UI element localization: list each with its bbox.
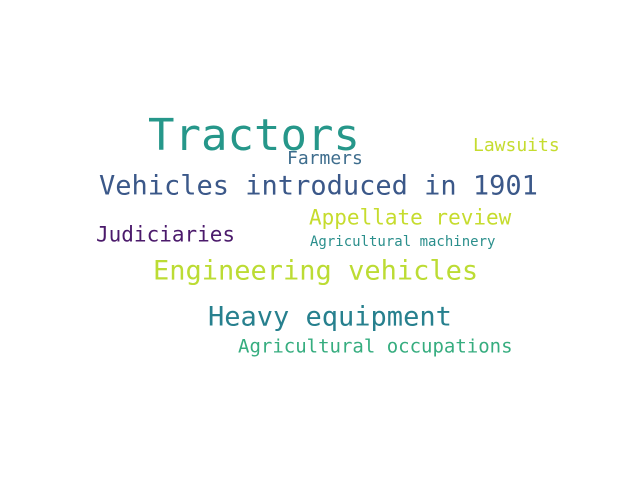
word-lawsuits: Lawsuits — [473, 135, 560, 156]
word-heavy-equipment: Heavy equipment — [208, 301, 452, 333]
word-engineering-vehicles: Engineering vehicles — [153, 255, 479, 287]
word-tractors: Tractors — [148, 110, 360, 161]
word-agricultural-occupations: Agricultural occupations — [238, 335, 513, 358]
word-appellate-review: Appellate review — [309, 205, 512, 230]
word-farmers: Farmers — [287, 148, 363, 169]
word-judiciaries: Judiciaries — [96, 222, 236, 247]
word-agricultural-machinery: Agricultural machinery — [310, 234, 496, 250]
word-vehicles-introduced-in-1901: Vehicles introduced in 1901 — [99, 170, 538, 202]
